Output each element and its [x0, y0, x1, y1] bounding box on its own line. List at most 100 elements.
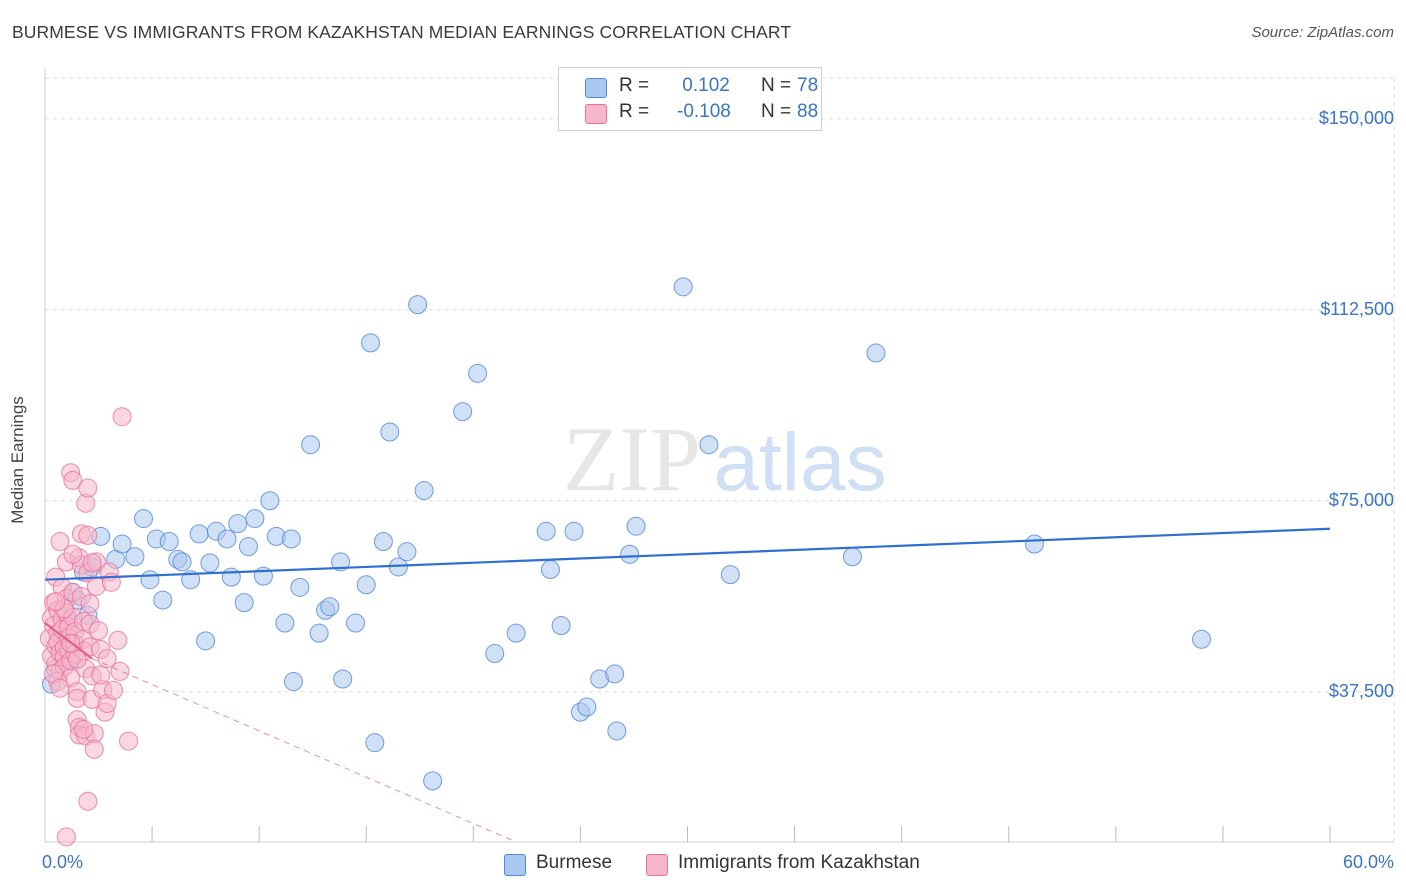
burmese-point [607, 721, 627, 741]
burmese-point [397, 542, 417, 562]
burmese-point [333, 669, 353, 689]
burmese-point [228, 514, 248, 534]
burmese-point [551, 616, 571, 636]
legend-r-value: 0.102 [677, 75, 730, 96]
burmese-point [380, 422, 400, 442]
burmese-point [423, 771, 443, 791]
kazakhstan-point [82, 553, 102, 573]
kazakhstan-point [78, 478, 98, 498]
kazakhstan-point [84, 739, 104, 759]
kazakhstan-point [63, 544, 83, 564]
burmese-point [365, 733, 385, 753]
burmese-point [283, 672, 303, 692]
watermark: ZIP atlas [563, 408, 887, 510]
legend-n-value: 88 [797, 101, 819, 122]
burmese-point [468, 363, 488, 383]
burmese-point [346, 613, 366, 633]
kazakhstan-point [74, 719, 94, 739]
bottom-legend-label-kazakhstan: Immigrants from Kazakhstan [678, 852, 920, 873]
y-tick-label: $37,500 [1328, 680, 1394, 701]
kazakhstan-point [119, 731, 139, 751]
burmese-point [159, 531, 179, 551]
burmese-point [140, 570, 160, 590]
burmese-point [842, 547, 862, 567]
burmese-point [408, 295, 428, 315]
burmese-point [221, 567, 241, 587]
burmese-point [112, 534, 132, 554]
trend-lines [44, 527, 1331, 843]
burmese-point [506, 623, 526, 643]
burmese-point [260, 491, 280, 511]
legend-r-value: -0.108 [677, 101, 731, 122]
burmese-point [125, 547, 145, 567]
burmese-point [720, 565, 740, 585]
legend-n-value: 78 [797, 75, 819, 96]
kazakhstan-point [80, 594, 100, 614]
kazakhstan-point [63, 470, 83, 490]
burmese-point [234, 593, 254, 613]
legend-n-label: N = [761, 101, 792, 122]
watermark-atlas: atlas [713, 417, 886, 508]
kazakhstan-point [108, 630, 128, 650]
kazakhstan-point [104, 680, 124, 700]
x-min-label: 0.0% [42, 852, 84, 872]
kazakhstan-point [50, 678, 70, 698]
legend-n-label: N = [761, 75, 792, 96]
burmese-point [356, 575, 376, 595]
burmese-point [281, 529, 301, 549]
burmese-point [1024, 534, 1044, 554]
burmese-point [626, 516, 646, 536]
kazakhstan-point [56, 827, 76, 847]
burmese-point [673, 277, 693, 297]
bottom-legend-swatch-kazakhstan [646, 854, 668, 876]
burmese-point [414, 481, 434, 501]
burmese-point [153, 590, 173, 610]
burmese-point [309, 623, 329, 643]
burmese-point [245, 509, 265, 529]
source-label: Source: ZipAtlas.com [1251, 24, 1394, 41]
watermark-zip: ZIP [563, 408, 701, 510]
burmese-point [620, 544, 640, 564]
burmese-point [200, 553, 220, 573]
burmese-point [172, 552, 192, 572]
correlation-legend: R = 0.102 N = 78 R = -0.108 N = 88 [558, 67, 822, 131]
burmese-point [320, 597, 340, 617]
axes [44, 68, 1394, 843]
burmese-point [605, 664, 625, 684]
burmese-point [866, 343, 886, 363]
kazakhstan-point [91, 665, 111, 685]
y-tick-label: $112,500 [1320, 298, 1394, 319]
kazakhstan-points [39, 407, 139, 847]
burmese-point [699, 435, 719, 455]
x-max-label: 60.0% [1342, 852, 1394, 872]
legend-r-label: R = [619, 75, 650, 96]
burmese-trend-line [44, 527, 1331, 581]
burmese-point [217, 529, 237, 549]
burmese-point [453, 402, 473, 422]
burmese-point [134, 509, 154, 529]
burmese-point [564, 521, 584, 541]
chart-title: BURMESE VS IMMIGRANTS FROM KAZAKHSTAN ME… [12, 22, 792, 42]
kazakhstan-point [50, 531, 70, 551]
bottom-legend-label-burmese: Burmese [536, 852, 613, 873]
kazakhstan-trend-line [44, 622, 93, 660]
burmese-point [331, 552, 351, 572]
burmese-point [485, 644, 505, 664]
y-tick-label: $150,000 [1318, 107, 1394, 128]
kazakhstan-point [110, 661, 130, 681]
kazakhstan-point [78, 791, 98, 811]
legend-r-label: R = [619, 101, 650, 122]
burmese-point [577, 697, 597, 717]
burmese-point [275, 613, 295, 633]
burmese-point [196, 631, 216, 651]
bottom-legend-swatch-burmese [504, 854, 526, 876]
burmese-point [373, 531, 393, 551]
kazakhstan-trend-extension [91, 658, 517, 843]
y-tick-label: $75,000 [1328, 489, 1394, 510]
kazakhstan-point [78, 525, 98, 545]
burmese-point [1192, 629, 1211, 649]
burmese-point [189, 524, 209, 544]
burmese-point [540, 560, 560, 580]
burmese-point [238, 537, 258, 557]
